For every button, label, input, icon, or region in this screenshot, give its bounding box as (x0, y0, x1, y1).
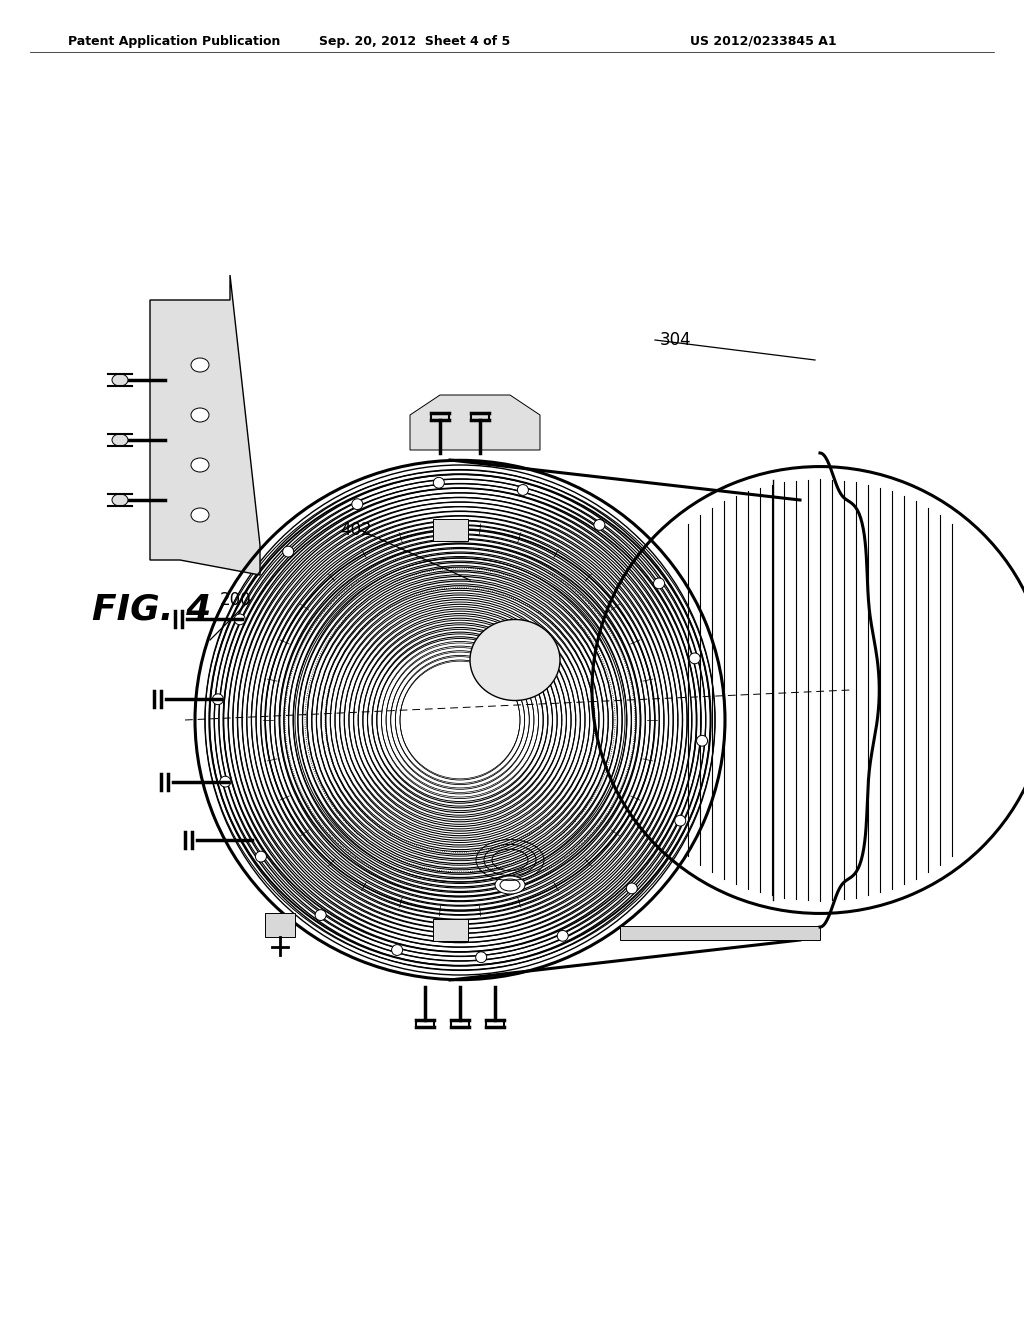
Text: 304: 304 (660, 331, 691, 348)
Bar (265, 913, 295, 937)
Ellipse shape (212, 694, 223, 705)
Text: Patent Application Publication: Patent Application Publication (68, 36, 281, 48)
Ellipse shape (470, 619, 560, 701)
Ellipse shape (112, 374, 128, 385)
Ellipse shape (112, 434, 128, 446)
Ellipse shape (352, 499, 362, 510)
Ellipse shape (696, 735, 708, 746)
Ellipse shape (500, 879, 520, 891)
Ellipse shape (675, 816, 686, 826)
Ellipse shape (433, 478, 444, 488)
Ellipse shape (315, 909, 326, 920)
Bar (432, 519, 468, 541)
Ellipse shape (112, 494, 128, 506)
Ellipse shape (283, 546, 294, 557)
Text: 402: 402 (340, 521, 372, 539)
Ellipse shape (476, 952, 486, 962)
Ellipse shape (653, 578, 665, 589)
Ellipse shape (594, 520, 605, 531)
Polygon shape (410, 395, 540, 450)
Text: 200: 200 (220, 591, 252, 609)
Ellipse shape (191, 458, 209, 473)
Bar (432, 919, 468, 941)
Ellipse shape (191, 408, 209, 422)
Ellipse shape (220, 776, 230, 787)
Ellipse shape (391, 945, 402, 956)
Text: US 2012/0233845 A1: US 2012/0233845 A1 (690, 36, 837, 48)
Ellipse shape (234, 614, 246, 624)
Ellipse shape (495, 876, 525, 894)
Polygon shape (620, 927, 820, 940)
Ellipse shape (627, 883, 637, 894)
Ellipse shape (255, 851, 266, 862)
Polygon shape (150, 275, 260, 576)
Ellipse shape (191, 508, 209, 521)
Ellipse shape (689, 653, 700, 664)
Text: Sep. 20, 2012  Sheet 4 of 5: Sep. 20, 2012 Sheet 4 of 5 (319, 36, 511, 48)
Text: FIG. 4: FIG. 4 (92, 593, 212, 627)
Ellipse shape (557, 931, 568, 941)
Ellipse shape (517, 484, 528, 495)
Ellipse shape (191, 358, 209, 372)
